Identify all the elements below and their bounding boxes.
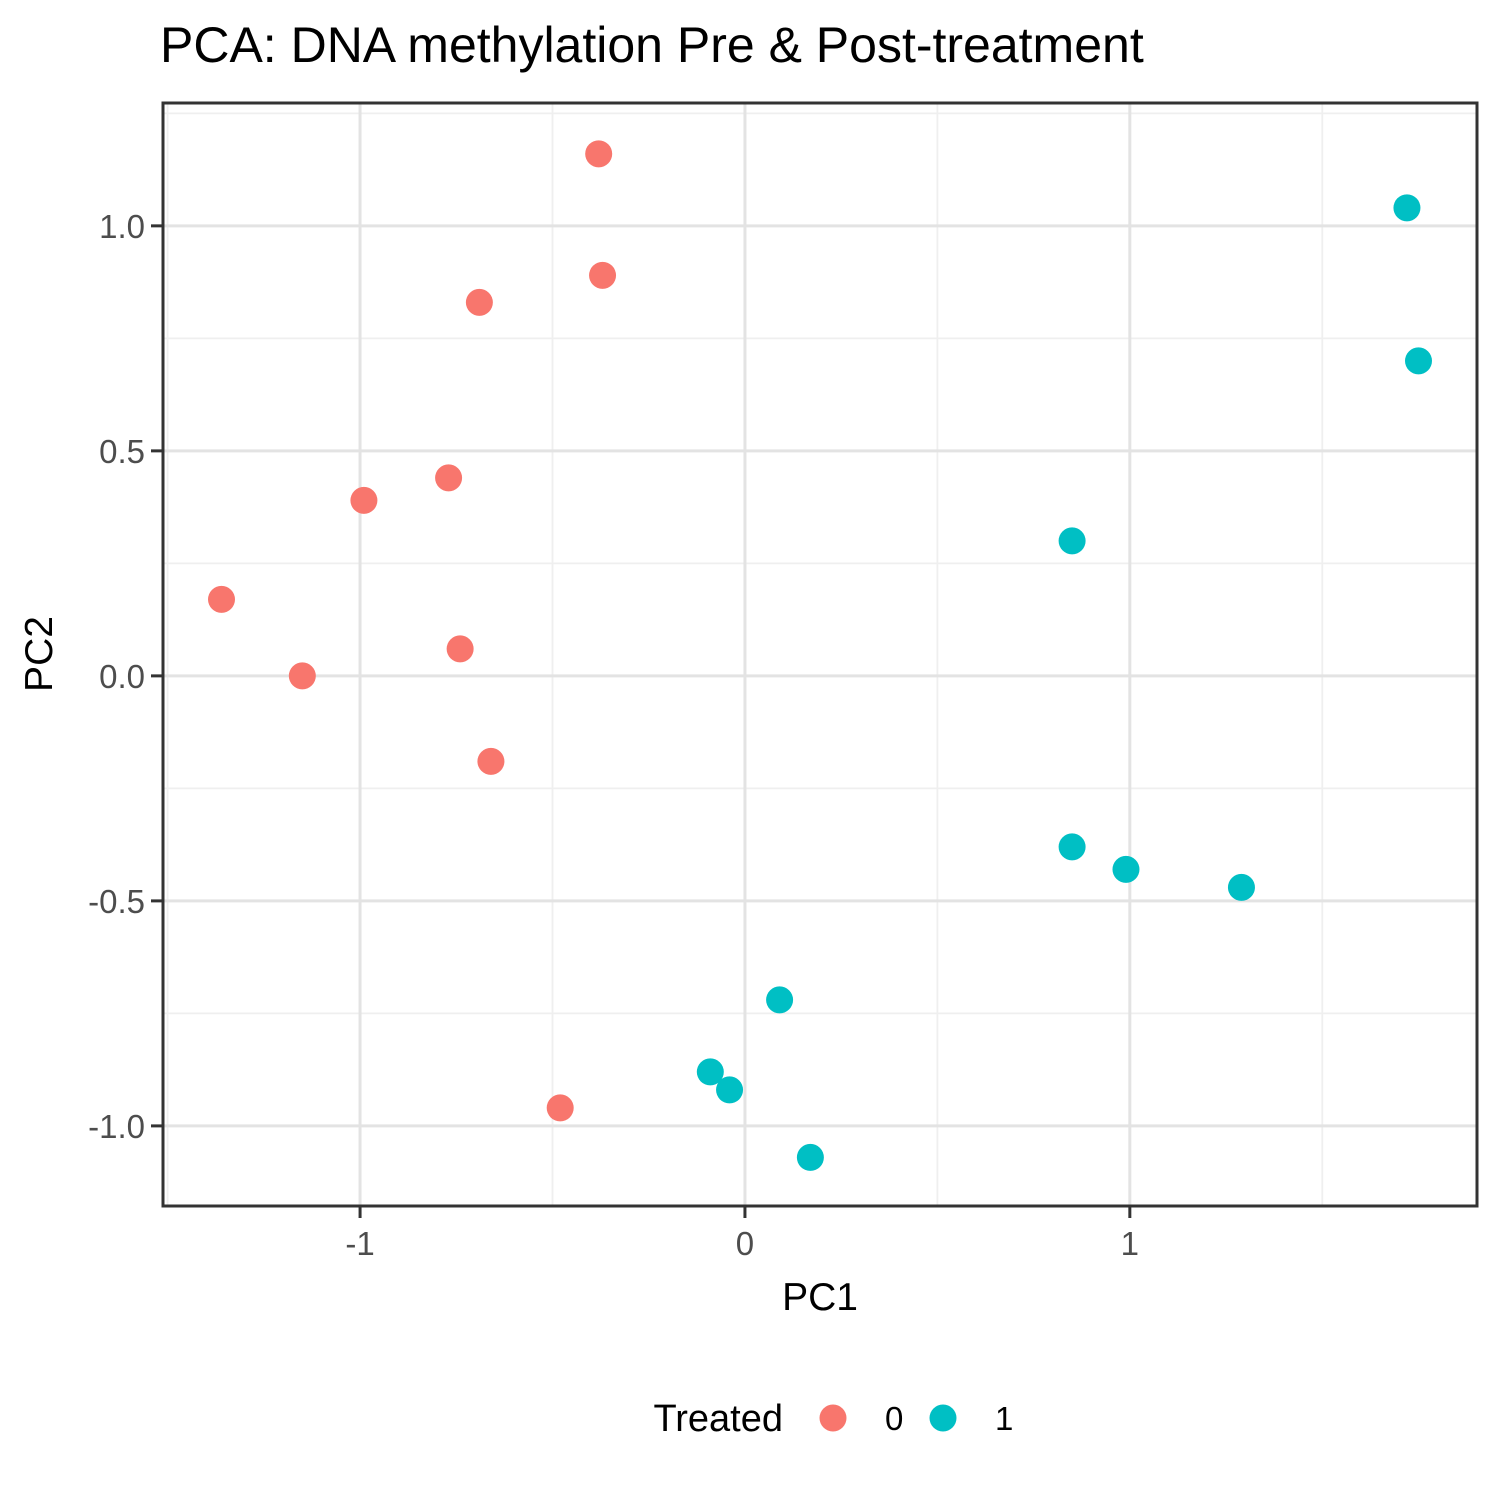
legend-swatch-1 [929,1404,957,1432]
data-point-treated-1 [1112,855,1140,883]
panel-border [161,101,1479,1208]
axis-ticks [151,224,1132,1218]
y-axis-tick-label: 1.0 [99,208,145,245]
legend-label-0: 0 [885,1400,903,1437]
x-axis-tick-label: 1 [1121,1225,1139,1262]
gridlines-minor [163,103,1477,1206]
data-point-treated-0 [350,486,378,514]
axis-tick-labels: -1 0 1 -1.0 -0.5 0.0 0.5 1.0 [88,208,1139,1262]
data-point-treated-1 [766,986,794,1014]
data-point-treated-0 [589,261,617,289]
y-axis-tick-label: -0.5 [88,883,145,920]
data-point-treated-1 [1058,527,1086,555]
y-axis-tick-label: -1.0 [88,1108,145,1145]
chart-title: PCA: DNA methylation Pre & Post-treatmen… [160,17,1144,73]
data-point-treated-1 [796,1143,824,1171]
x-axis-tick-label: -1 [345,1225,374,1262]
plot-panel [161,101,1479,1208]
data-point-treated-0 [208,585,236,613]
panel-background [163,103,1477,1206]
y-axis-tick-label: 0.0 [99,658,145,695]
gridlines-major [163,103,1477,1206]
data-point-treated-1 [1058,833,1086,861]
legend-label-1: 1 [995,1400,1013,1437]
data-point-treated-1 [1227,873,1255,901]
x-axis-tick-label: 0 [736,1225,754,1262]
y-axis-tick-label: 0.5 [99,433,145,470]
data-point-treated-0 [446,635,474,663]
data-point-treated-1 [696,1058,724,1086]
data-point-treated-0 [546,1094,574,1122]
legend-swatch-0 [819,1404,847,1432]
data-point-treated-0 [465,288,493,316]
data-point-treated-1 [1404,347,1432,375]
data-point-treated-0 [585,140,613,168]
data-points-layer [208,140,1432,1171]
x-axis-title: PC1 [782,1276,858,1319]
data-point-treated-0 [288,662,316,690]
legend-title: Treated [653,1398,783,1440]
y-axis-title: PC2 [18,616,61,692]
data-point-treated-0 [435,464,463,492]
data-point-treated-0 [477,747,505,775]
data-point-treated-1 [716,1076,744,1104]
data-point-treated-1 [1393,194,1421,222]
